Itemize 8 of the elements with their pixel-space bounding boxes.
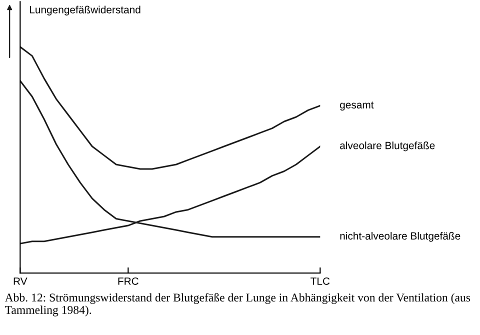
y-axis-title: Lungengefäßwiderstand (30, 6, 140, 16)
caption: Abb. 12: Strömungswiderstand der Blutgefäße der Lunge in Abhängigkeit von der Ventilation (aus Tammeling 1984). (4, 293, 470, 316)
x-tick-label: RV (14, 278, 28, 285)
x-tick-label: TLC (310, 277, 330, 285)
x-tick-label: FRC (118, 277, 138, 285)
series-label: nicht-alveolare Blutgefäße (340, 232, 460, 242)
series-label: alveolare Blutgefäße (340, 142, 435, 152)
series-label: gesamt (340, 102, 374, 111)
